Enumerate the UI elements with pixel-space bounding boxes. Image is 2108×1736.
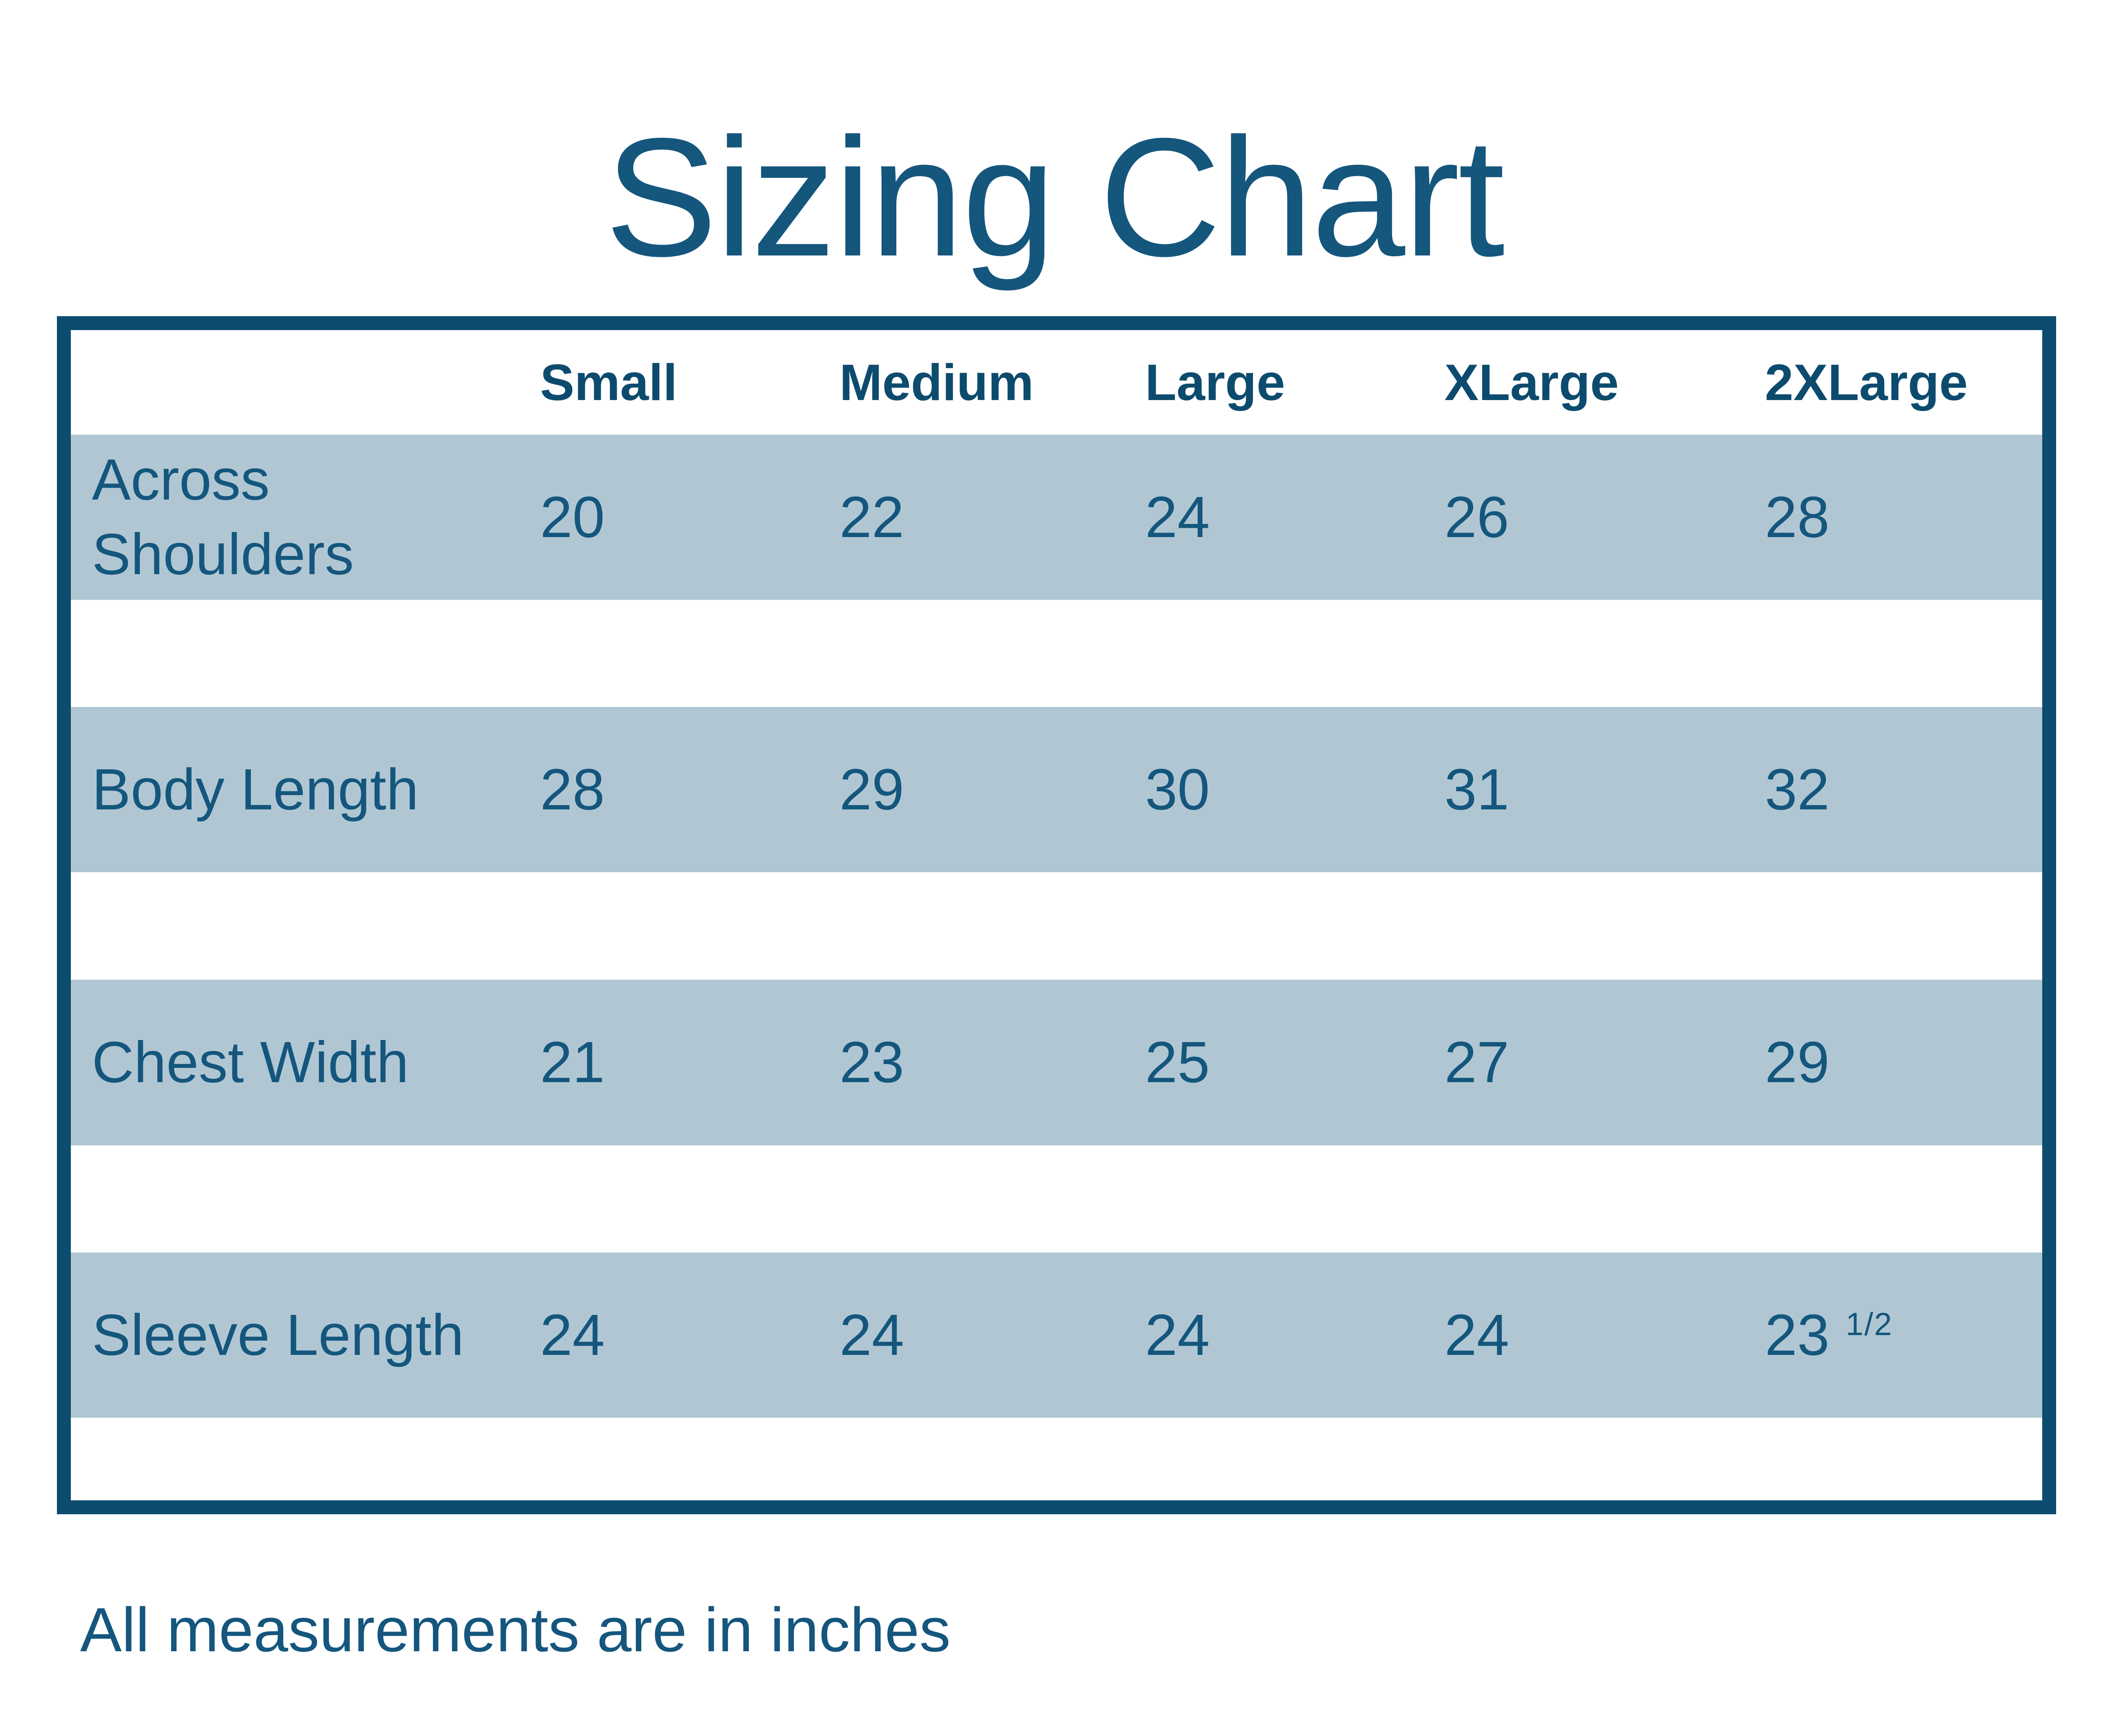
units-note: All measurements are in inches <box>80 1595 951 1665</box>
measurement-value: 24 <box>839 1302 904 1368</box>
row-label: Chest Width <box>92 1030 409 1095</box>
spacer-row <box>71 1418 2042 1500</box>
spacer-row <box>71 872 2042 980</box>
measurement-value: 31 <box>1444 757 1509 822</box>
page-title: Sizing Chart <box>605 103 1505 291</box>
measurement-value: 29 <box>839 757 904 822</box>
measurement-value: 25 <box>1145 1030 1210 1095</box>
measurement-value: 28 <box>1765 484 1830 550</box>
measurement-value: 29 <box>1765 1030 1830 1095</box>
column-header-small: Small <box>540 354 678 411</box>
column-header-2xlarge: 2XLarge <box>1765 354 1968 411</box>
measurement-value: 30 <box>1145 757 1210 822</box>
table-header-row: Small Medium Large XLarge 2XLarge <box>71 330 2042 435</box>
measurement-value: 27 <box>1444 1030 1509 1095</box>
row-label: Body Length <box>92 757 419 822</box>
measurement-value: 28 <box>540 757 605 822</box>
column-header-large: Large <box>1145 354 1285 411</box>
measurement-value: 22 <box>839 484 904 550</box>
measurement-value: 24 <box>1145 484 1210 550</box>
measurement-value: 23 1/2 <box>1765 1302 1893 1368</box>
sizing-table: Small Medium Large XLarge 2XLarge Across… <box>57 316 2056 1514</box>
measurement-value: 21 <box>540 1030 605 1095</box>
measurement-value: 24 <box>1444 1302 1509 1368</box>
table-row-across-shoulders: Across Shoulders 20 22 24 26 28 <box>71 435 2042 600</box>
row-label: Across Shoulders <box>92 447 354 587</box>
table-row-body-length: Body Length 28 29 30 31 32 <box>71 707 2042 872</box>
table-row-sleeve-length: Sleeve Length 24 24 24 24 23 1/2 <box>71 1252 2042 1418</box>
spacer-row <box>71 600 2042 707</box>
measurement-value: 23 <box>839 1030 904 1095</box>
row-label: Sleeve Length <box>92 1302 464 1368</box>
measurement-value: 24 <box>540 1302 605 1368</box>
column-header-medium: Medium <box>839 354 1034 411</box>
measurement-value: 20 <box>540 484 605 550</box>
table-row-chest-width: Chest Width 21 23 25 27 29 <box>71 980 2042 1145</box>
measurement-value: 32 <box>1765 757 1830 822</box>
measurement-value: 26 <box>1444 484 1509 550</box>
spacer-row <box>71 1145 2042 1252</box>
measurement-value: 24 <box>1145 1302 1210 1368</box>
column-header-xlarge: XLarge <box>1444 354 1619 411</box>
